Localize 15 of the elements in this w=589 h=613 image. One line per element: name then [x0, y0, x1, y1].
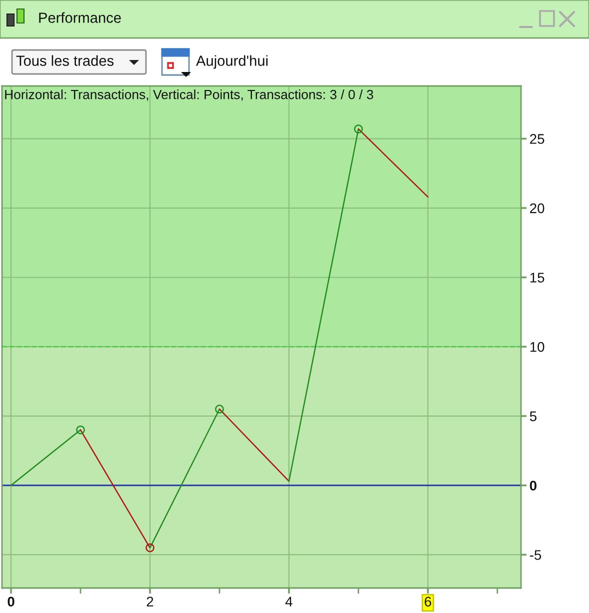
x-tick-label: 6: [424, 596, 432, 607]
chart-title: Performance: [39, 12, 121, 23]
chart-subtitle: Horizontal: Transactions, Vertical: Points, Transactions: 3 / 0 / 3: [5, 90, 374, 101]
text: Tous les trades: [16, 55, 114, 66]
y-tick-label: -5: [530, 550, 542, 560]
y-tick-label: 15: [530, 272, 544, 283]
y-tick-label: 5: [530, 412, 536, 422]
y-tick-label: 0: [530, 480, 536, 491]
x-tick-label: 2: [146, 596, 154, 606]
y-tick-label: 20: [530, 203, 544, 214]
x-tick-label: 0: [8, 596, 14, 607]
y-tick-label: 10: [530, 342, 544, 352]
x-tick-label: 4: [285, 596, 292, 606]
text: Aujourd'hui: [196, 55, 268, 69]
y-tick-label: 25: [530, 134, 544, 144]
